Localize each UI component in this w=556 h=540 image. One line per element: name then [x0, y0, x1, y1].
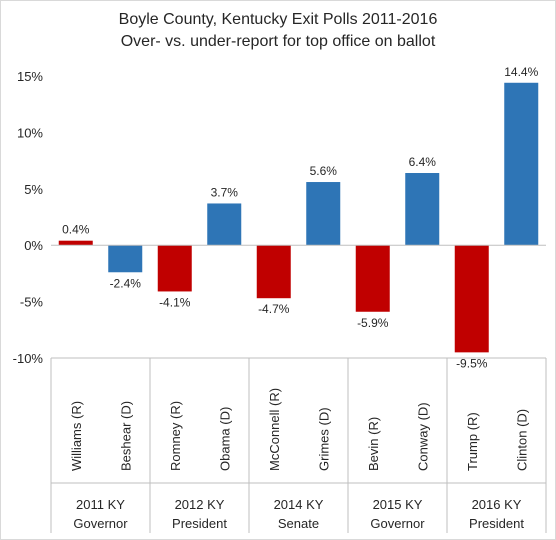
- data-label: -2.4%: [110, 276, 142, 290]
- bar-beshear: [108, 245, 143, 273]
- y-tick-label: -5%: [20, 295, 44, 310]
- category-label: Beshear (D): [118, 401, 133, 471]
- data-label: 5.6%: [310, 164, 338, 178]
- group-office-label: President: [172, 516, 227, 531]
- group-office-label: President: [469, 516, 524, 531]
- y-tick-label: 5%: [24, 182, 43, 197]
- category-label: Conway (D): [415, 402, 430, 471]
- group-year-label: 2015 KY: [373, 497, 423, 512]
- bar-grimes: [306, 182, 341, 246]
- data-label: 3.7%: [211, 185, 239, 199]
- bar-mcconnell: [256, 245, 291, 299]
- bar-clinton: [504, 82, 539, 246]
- category-label: Obama (D): [217, 407, 232, 471]
- data-label: -4.1%: [159, 295, 191, 309]
- group-office-label: Governor: [370, 516, 425, 531]
- y-tick-label: -10%: [13, 351, 44, 366]
- group-year-label: 2011 KY: [76, 497, 125, 512]
- group-office-label: Senate: [278, 516, 319, 531]
- chart-title-block: Boyle County, Kentucky Exit Polls 2011-2…: [1, 9, 555, 53]
- group-year-label: 2014 KY: [274, 497, 324, 512]
- category-label: Williams (R): [69, 401, 84, 471]
- y-tick-label: 15%: [17, 69, 43, 84]
- bar-williams: [58, 240, 93, 246]
- data-label: 14.4%: [504, 65, 538, 79]
- data-label: -4.7%: [258, 302, 290, 316]
- y-tick-label: 10%: [17, 125, 43, 140]
- bar-romney: [157, 245, 192, 292]
- bar-trump: [454, 245, 489, 353]
- group-office-label: Governor: [73, 516, 128, 531]
- category-label: Clinton (D): [514, 409, 529, 471]
- group-year-label: 2012 KY: [175, 497, 225, 512]
- bar-obama: [207, 203, 242, 246]
- bar-conway: [405, 173, 440, 246]
- data-label: -9.5%: [456, 356, 488, 370]
- data-label: 0.4%: [62, 223, 90, 237]
- group-year-label: 2016 KY: [472, 497, 522, 512]
- chart-subtitle: Over- vs. under-report for top office on…: [120, 33, 436, 50]
- bar-bevin: [355, 245, 390, 312]
- data-label: -5.9%: [357, 316, 389, 330]
- data-label: 6.4%: [409, 155, 437, 169]
- category-label: McConnell (R): [267, 388, 282, 471]
- category-label: Grimes (D): [316, 407, 331, 471]
- category-label: Bevin (R): [366, 417, 381, 471]
- y-tick-label: 0%: [24, 238, 43, 253]
- category-label: Trump (R): [465, 412, 480, 471]
- category-label: Romney (R): [168, 401, 183, 471]
- chart-title: Boyle County, Kentucky Exit Polls 2011-2…: [118, 11, 438, 28]
